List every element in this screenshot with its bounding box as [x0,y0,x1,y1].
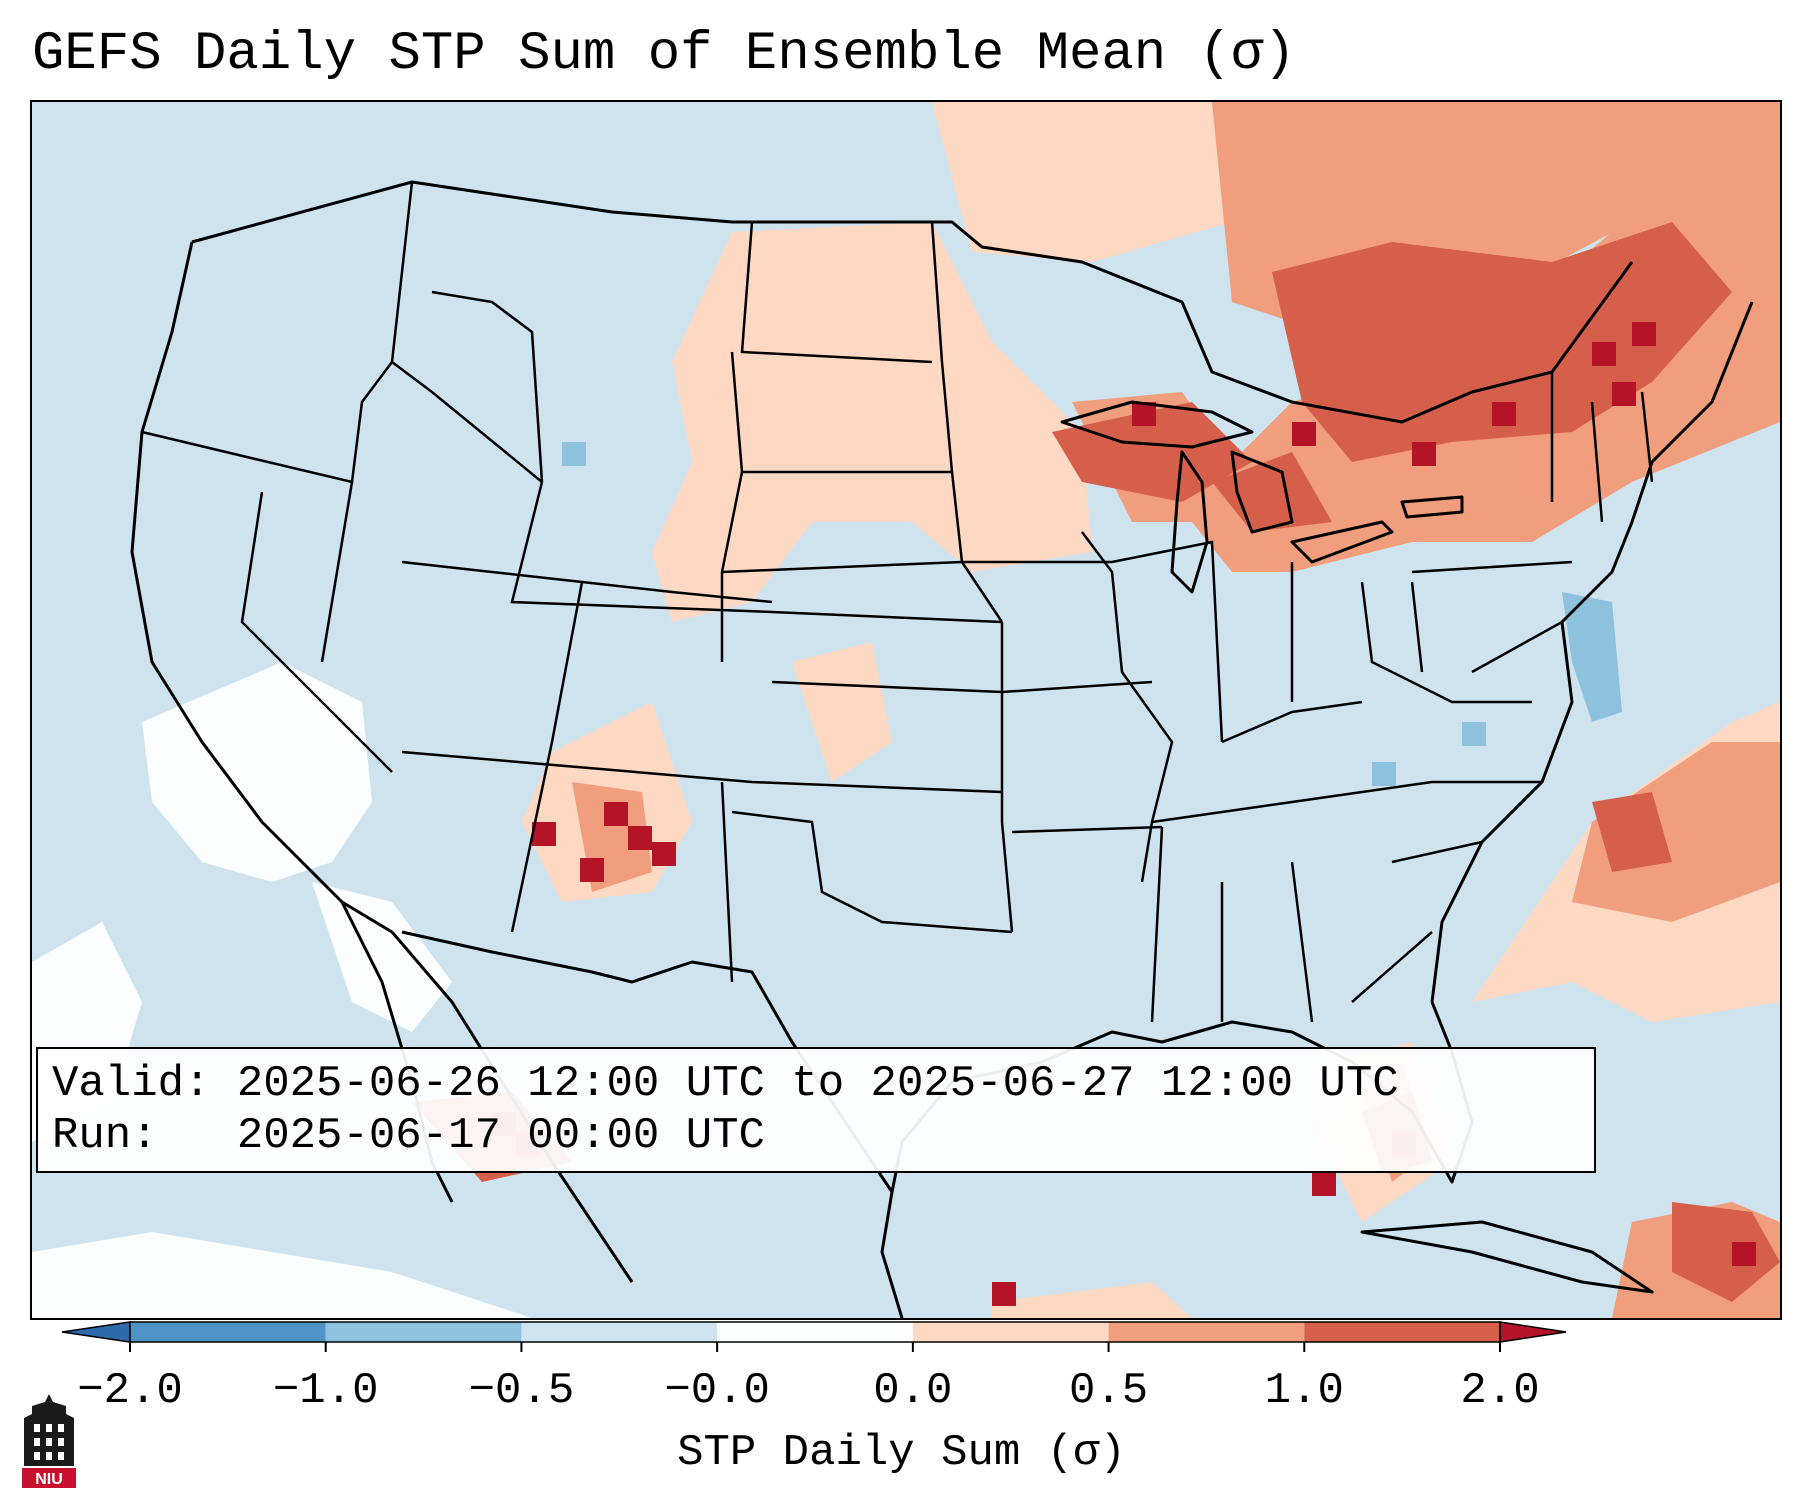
colorbar-over-arrow [1499,1321,1567,1343]
lake-superior [1060,400,1254,449]
colorbar-outline [129,1321,1501,1343]
colorbar-bin [912,1322,1109,1342]
colorbar-tick-label: 1.0 [1265,1366,1344,1416]
niu-logo: NIU [22,1394,76,1488]
colorbar-tick-label: 2.0 [1460,1366,1539,1416]
map-panel [30,100,1782,1320]
colorbar-tick-label: −2.0 [77,1366,183,1416]
colorbar-bin [325,1322,522,1342]
us-canada-border [191,180,1634,424]
colorbar-bin [521,1322,718,1342]
cuba [1360,1220,1654,1294]
lake-erie [1290,520,1394,564]
colorbar: −2.0 −1.0 −0.5 −0.0 0.0 0.5 1.0 2.0 [61,1321,1567,1416]
validity-info-box: Valid: 2025-06-26 12:00 UTC to 2025-06-2… [36,1047,1596,1173]
lake-michigan [1170,450,1209,594]
run-value: 2025-06-17 00:00 UTC [236,1111,765,1161]
colorbar-bin [1108,1322,1305,1342]
logo-text: NIU [35,1471,63,1488]
page-title: GEFS Daily STP Sum of Ensemble Mean (σ) [32,24,1296,85]
colorbar-tick-label: 0.5 [1069,1366,1148,1416]
mexico-gulf-coast [880,1191,904,1318]
anomaly-southwest-near-zero [32,662,532,1318]
logo-windows [34,1424,64,1460]
colorbar-tick-label: 0.0 [873,1366,952,1416]
stp-map [32,102,1780,1318]
colorbar-tick-label: −0.0 [664,1366,770,1416]
run-line: Run: 2025-06-17 00:00 UTC [52,1111,765,1161]
colorbar-bins [61,1321,1567,1343]
colorbar-tick-label: −0.5 [469,1366,575,1416]
colorbar-ticks: −2.0 −1.0 −0.5 −0.0 0.0 0.5 1.0 2.0 [77,1342,1540,1416]
logo-band [22,1468,76,1488]
valid-line: Valid: 2025-06-26 12:00 UTC to 2025-06-2… [52,1059,1399,1109]
colorbar-bin [1304,1322,1500,1342]
colorbar-under-arrow [61,1321,131,1343]
valid-label: Valid: [52,1059,211,1109]
lake-huron [1230,450,1294,534]
anomaly-negative [562,442,1622,786]
colorbar-bin [717,1322,913,1342]
lake-ontario [1400,495,1464,519]
colorbar-label: STP Daily Sum (σ) [677,1428,1126,1478]
colorbar-bin [130,1322,326,1342]
west-coast [130,241,393,934]
colorbar-tick-label: −1.0 [273,1366,379,1416]
valid-value: 2025-06-26 12:00 UTC to 2025-06-27 12:00… [236,1059,1399,1109]
run-label: Run: [52,1111,158,1161]
state-borders [141,181,1654,1023]
